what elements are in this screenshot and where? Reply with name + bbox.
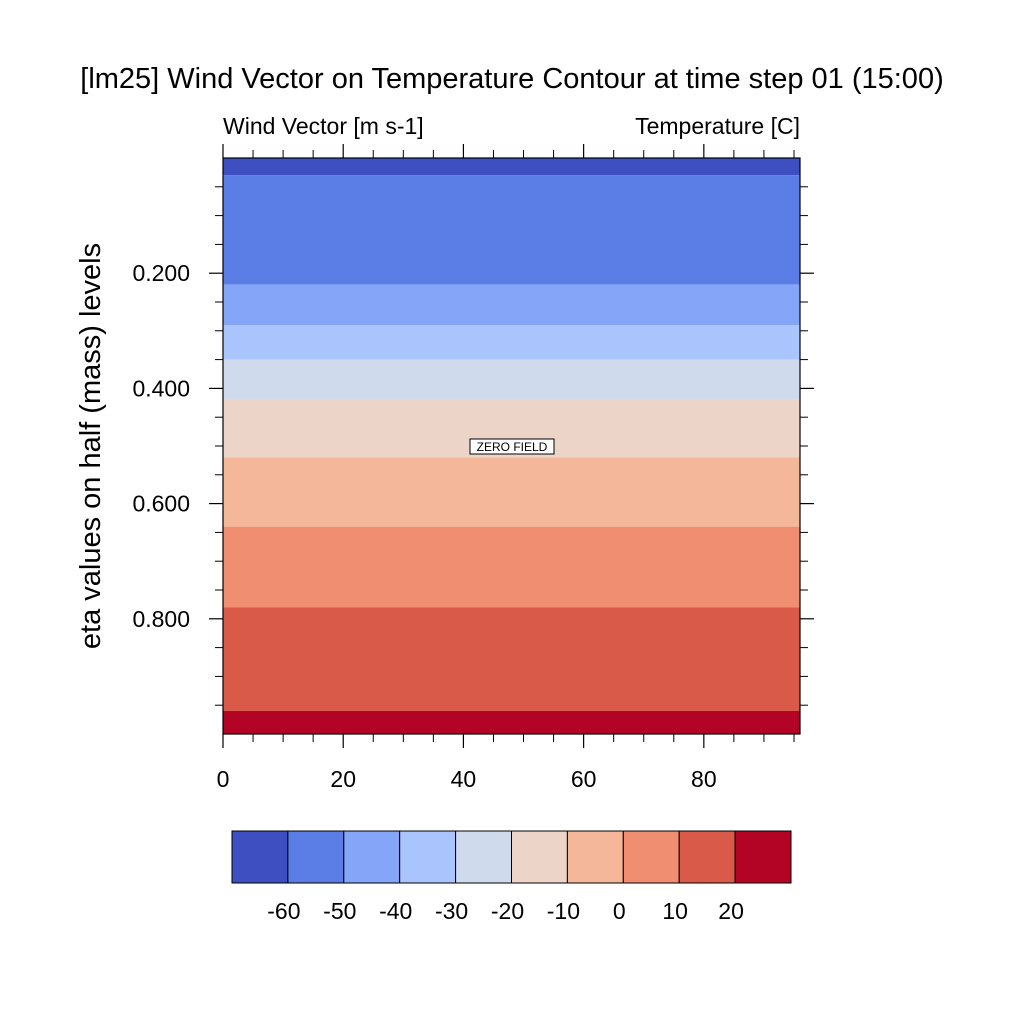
- colorbar: -60 -50 -40 -30 -20 -10 0 10 20: [231, 830, 792, 924]
- colorbar-box-9: [734, 830, 792, 884]
- zero-field-box: [469, 438, 555, 455]
- temperature-band-6: [223, 457, 800, 527]
- x-tick-label: 40: [451, 766, 477, 792]
- temperature-band-7: [223, 526, 800, 608]
- axes: 0 20 40 60 80 0.200 0.400 0.600 0.800: [132, 144, 814, 792]
- x-tick-label: 60: [571, 766, 597, 792]
- temperature-band-4: [223, 359, 800, 400]
- temperature-band-9: [223, 710, 800, 734]
- colorbar-label: -60: [267, 898, 300, 924]
- y-tick-label: 0.400: [132, 375, 190, 401]
- left-subtitle: Wind Vector [m s-1]: [223, 113, 424, 139]
- colorbar-box-1: [287, 830, 345, 884]
- y-tick-label: 0.800: [132, 606, 190, 632]
- right-subtitle: Temperature [C]: [635, 113, 800, 139]
- colorbar-label: 20: [718, 898, 744, 924]
- temperature-bands: [223, 158, 800, 734]
- temperature-band-2: [223, 284, 800, 326]
- colorbar-box-8: [678, 830, 736, 884]
- colorbar-label: 10: [662, 898, 688, 924]
- y-axis-label: eta values on half (mass) levels: [75, 243, 107, 649]
- y-tick-label: 0.200: [132, 260, 190, 286]
- colorbar-box-5: [511, 830, 568, 884]
- colorbar-label: -40: [379, 898, 412, 924]
- colorbar-box-2: [343, 830, 401, 884]
- temperature-band-8: [223, 607, 800, 711]
- colorbar-label: -50: [323, 898, 356, 924]
- colorbar-box-0: [231, 830, 289, 884]
- temperature-band-3: [223, 325, 800, 360]
- colorbar-label: 0: [613, 898, 626, 924]
- colorbar-label: -30: [435, 898, 468, 924]
- colorbar-label: -20: [491, 898, 524, 924]
- x-tick-label: 0: [217, 766, 230, 792]
- colorbar-box-3: [399, 830, 457, 884]
- chart-title: [lm25] Wind Vector on Temperature Contou…: [80, 63, 943, 95]
- y-tick-label: 0.600: [132, 491, 190, 517]
- x-tick-label: 20: [330, 766, 356, 792]
- colorbar-label: -10: [547, 898, 580, 924]
- temperature-band-0: [223, 158, 800, 176]
- temperature-band-1: [223, 175, 800, 285]
- colorbar-box-6: [566, 830, 624, 884]
- zero-field-label: ZERO FIELD: [469, 438, 555, 455]
- colorbar-box-4: [455, 830, 513, 884]
- x-tick-label: 80: [691, 766, 717, 792]
- zero-field-text: ZERO FIELD: [477, 440, 548, 454]
- colorbar-box-7: [622, 830, 680, 884]
